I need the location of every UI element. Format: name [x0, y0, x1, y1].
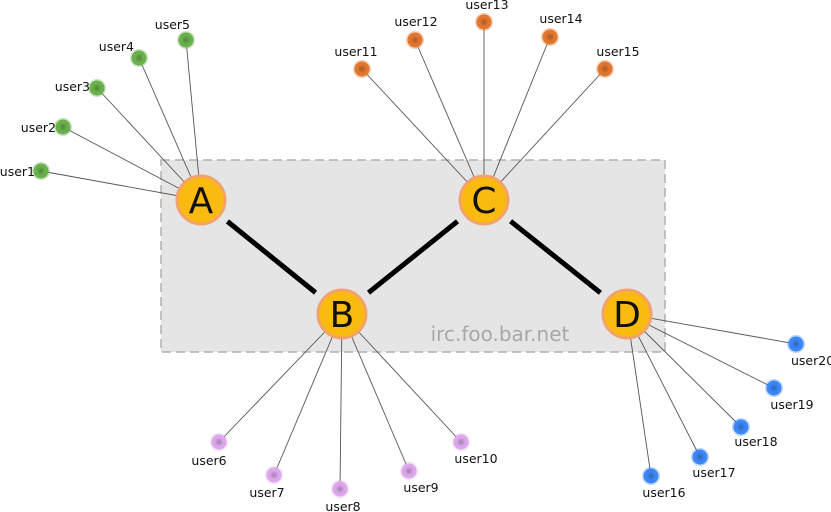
user-node-user12[interactable]: user12: [394, 14, 438, 49]
user-node-shade: [542, 29, 558, 45]
user-edge: [273, 313, 343, 476]
user-node-user6[interactable]: user6: [191, 433, 228, 468]
hub-circle: [601, 288, 653, 340]
user-node-shade: [55, 119, 71, 135]
user-label: user10: [454, 451, 497, 466]
user-node-shade: [266, 467, 282, 483]
user-edge: [483, 36, 551, 201]
user-node-user15[interactable]: user15: [596, 44, 640, 78]
user-edge: [626, 313, 742, 428]
user-node-shade: [766, 380, 782, 396]
user-label: user17: [692, 465, 735, 480]
user-node-user11[interactable]: user11: [334, 44, 378, 78]
user-edge: [626, 313, 775, 389]
hub-node-B[interactable]: B: [316, 288, 368, 340]
user-label: user8: [325, 499, 360, 512]
user-label: user20: [791, 353, 831, 368]
user-edge: [185, 39, 202, 201]
user-node-user18[interactable]: user18: [732, 418, 778, 449]
user-node-user3[interactable]: user3: [55, 79, 106, 97]
user-node-user17[interactable]: user17: [691, 448, 736, 480]
user-label: user12: [394, 14, 437, 29]
user-node-user13[interactable]: user13: [465, 0, 509, 31]
user-node-user4[interactable]: user4: [99, 39, 148, 67]
user-label: user13: [465, 0, 508, 12]
user-edge: [339, 313, 343, 490]
hub-label: D: [613, 295, 641, 336]
hub-label: C: [471, 181, 496, 222]
user-node-user7[interactable]: user7: [249, 466, 285, 500]
user-node-shade: [692, 449, 708, 465]
user-label: user15: [596, 44, 639, 59]
user-label: user19: [770, 397, 813, 412]
hub-node-A[interactable]: A: [175, 174, 227, 226]
user-edge: [62, 126, 202, 201]
user-label: user14: [539, 11, 582, 26]
user-node-shade: [33, 163, 49, 179]
user-node-shade: [788, 336, 804, 352]
user-node-user5[interactable]: user5: [155, 17, 195, 49]
hub-label: B: [330, 295, 355, 336]
user-node-user9[interactable]: user9: [400, 462, 439, 495]
user-edge: [138, 57, 202, 201]
user-node-shade: [597, 61, 613, 77]
user-node-user16[interactable]: user16: [642, 467, 686, 500]
user-node-user1[interactable]: user1: [0, 162, 50, 180]
user-label: user1: [0, 164, 35, 179]
hub-node-C[interactable]: C: [458, 174, 510, 226]
user-node-shade: [453, 434, 469, 450]
user-node-shade: [733, 419, 749, 435]
user-edge: [218, 313, 343, 443]
user-edge: [414, 39, 485, 201]
user-node-user2[interactable]: user2: [21, 118, 72, 136]
user-edge: [40, 170, 202, 201]
user-node-shade: [211, 434, 227, 450]
user-label: user3: [55, 79, 90, 94]
user-node-shade: [476, 14, 492, 30]
user-label: user9: [403, 480, 438, 495]
user-node-user8[interactable]: user8: [325, 480, 361, 512]
user-edge: [341, 313, 410, 472]
user-label: user6: [191, 453, 226, 468]
user-edge: [626, 313, 701, 458]
user-node-shade: [643, 468, 659, 484]
user-label: user7: [249, 485, 284, 500]
user-node-user20[interactable]: user20: [787, 335, 831, 368]
hub-node-D[interactable]: D: [601, 288, 653, 340]
user-label: user5: [155, 17, 190, 32]
user-edge: [483, 68, 606, 201]
hub-link-C-D: [509, 219, 602, 295]
user-edge: [626, 313, 652, 477]
user-node-shade: [89, 80, 105, 96]
user-node-user19[interactable]: user19: [765, 379, 814, 412]
hub-circle: [458, 174, 510, 226]
user-node-shade: [407, 32, 423, 48]
user-label: user4: [99, 39, 134, 54]
user-edge: [361, 68, 485, 201]
user-label: user11: [334, 44, 377, 59]
hub-circle: [316, 288, 368, 340]
user-node-shade: [131, 50, 147, 66]
user-node-shade: [401, 463, 417, 479]
user-node-user10[interactable]: user10: [452, 433, 498, 466]
user-edge: [341, 313, 462, 443]
hub-link-A-B: [225, 219, 318, 295]
user-edge: [626, 313, 797, 345]
user-label: user16: [642, 485, 685, 500]
hub-circle: [175, 174, 227, 226]
user-node-shade: [332, 481, 348, 497]
user-node-user14[interactable]: user14: [539, 11, 583, 46]
server-label: irc.foo.bar.net: [431, 322, 570, 346]
hub-label: A: [189, 181, 214, 222]
hub-link-B-C: [366, 219, 460, 295]
user-label: user2: [21, 120, 56, 135]
user-node-shade: [178, 32, 194, 48]
user-node-shade: [354, 61, 370, 77]
user-label: user18: [734, 434, 777, 449]
